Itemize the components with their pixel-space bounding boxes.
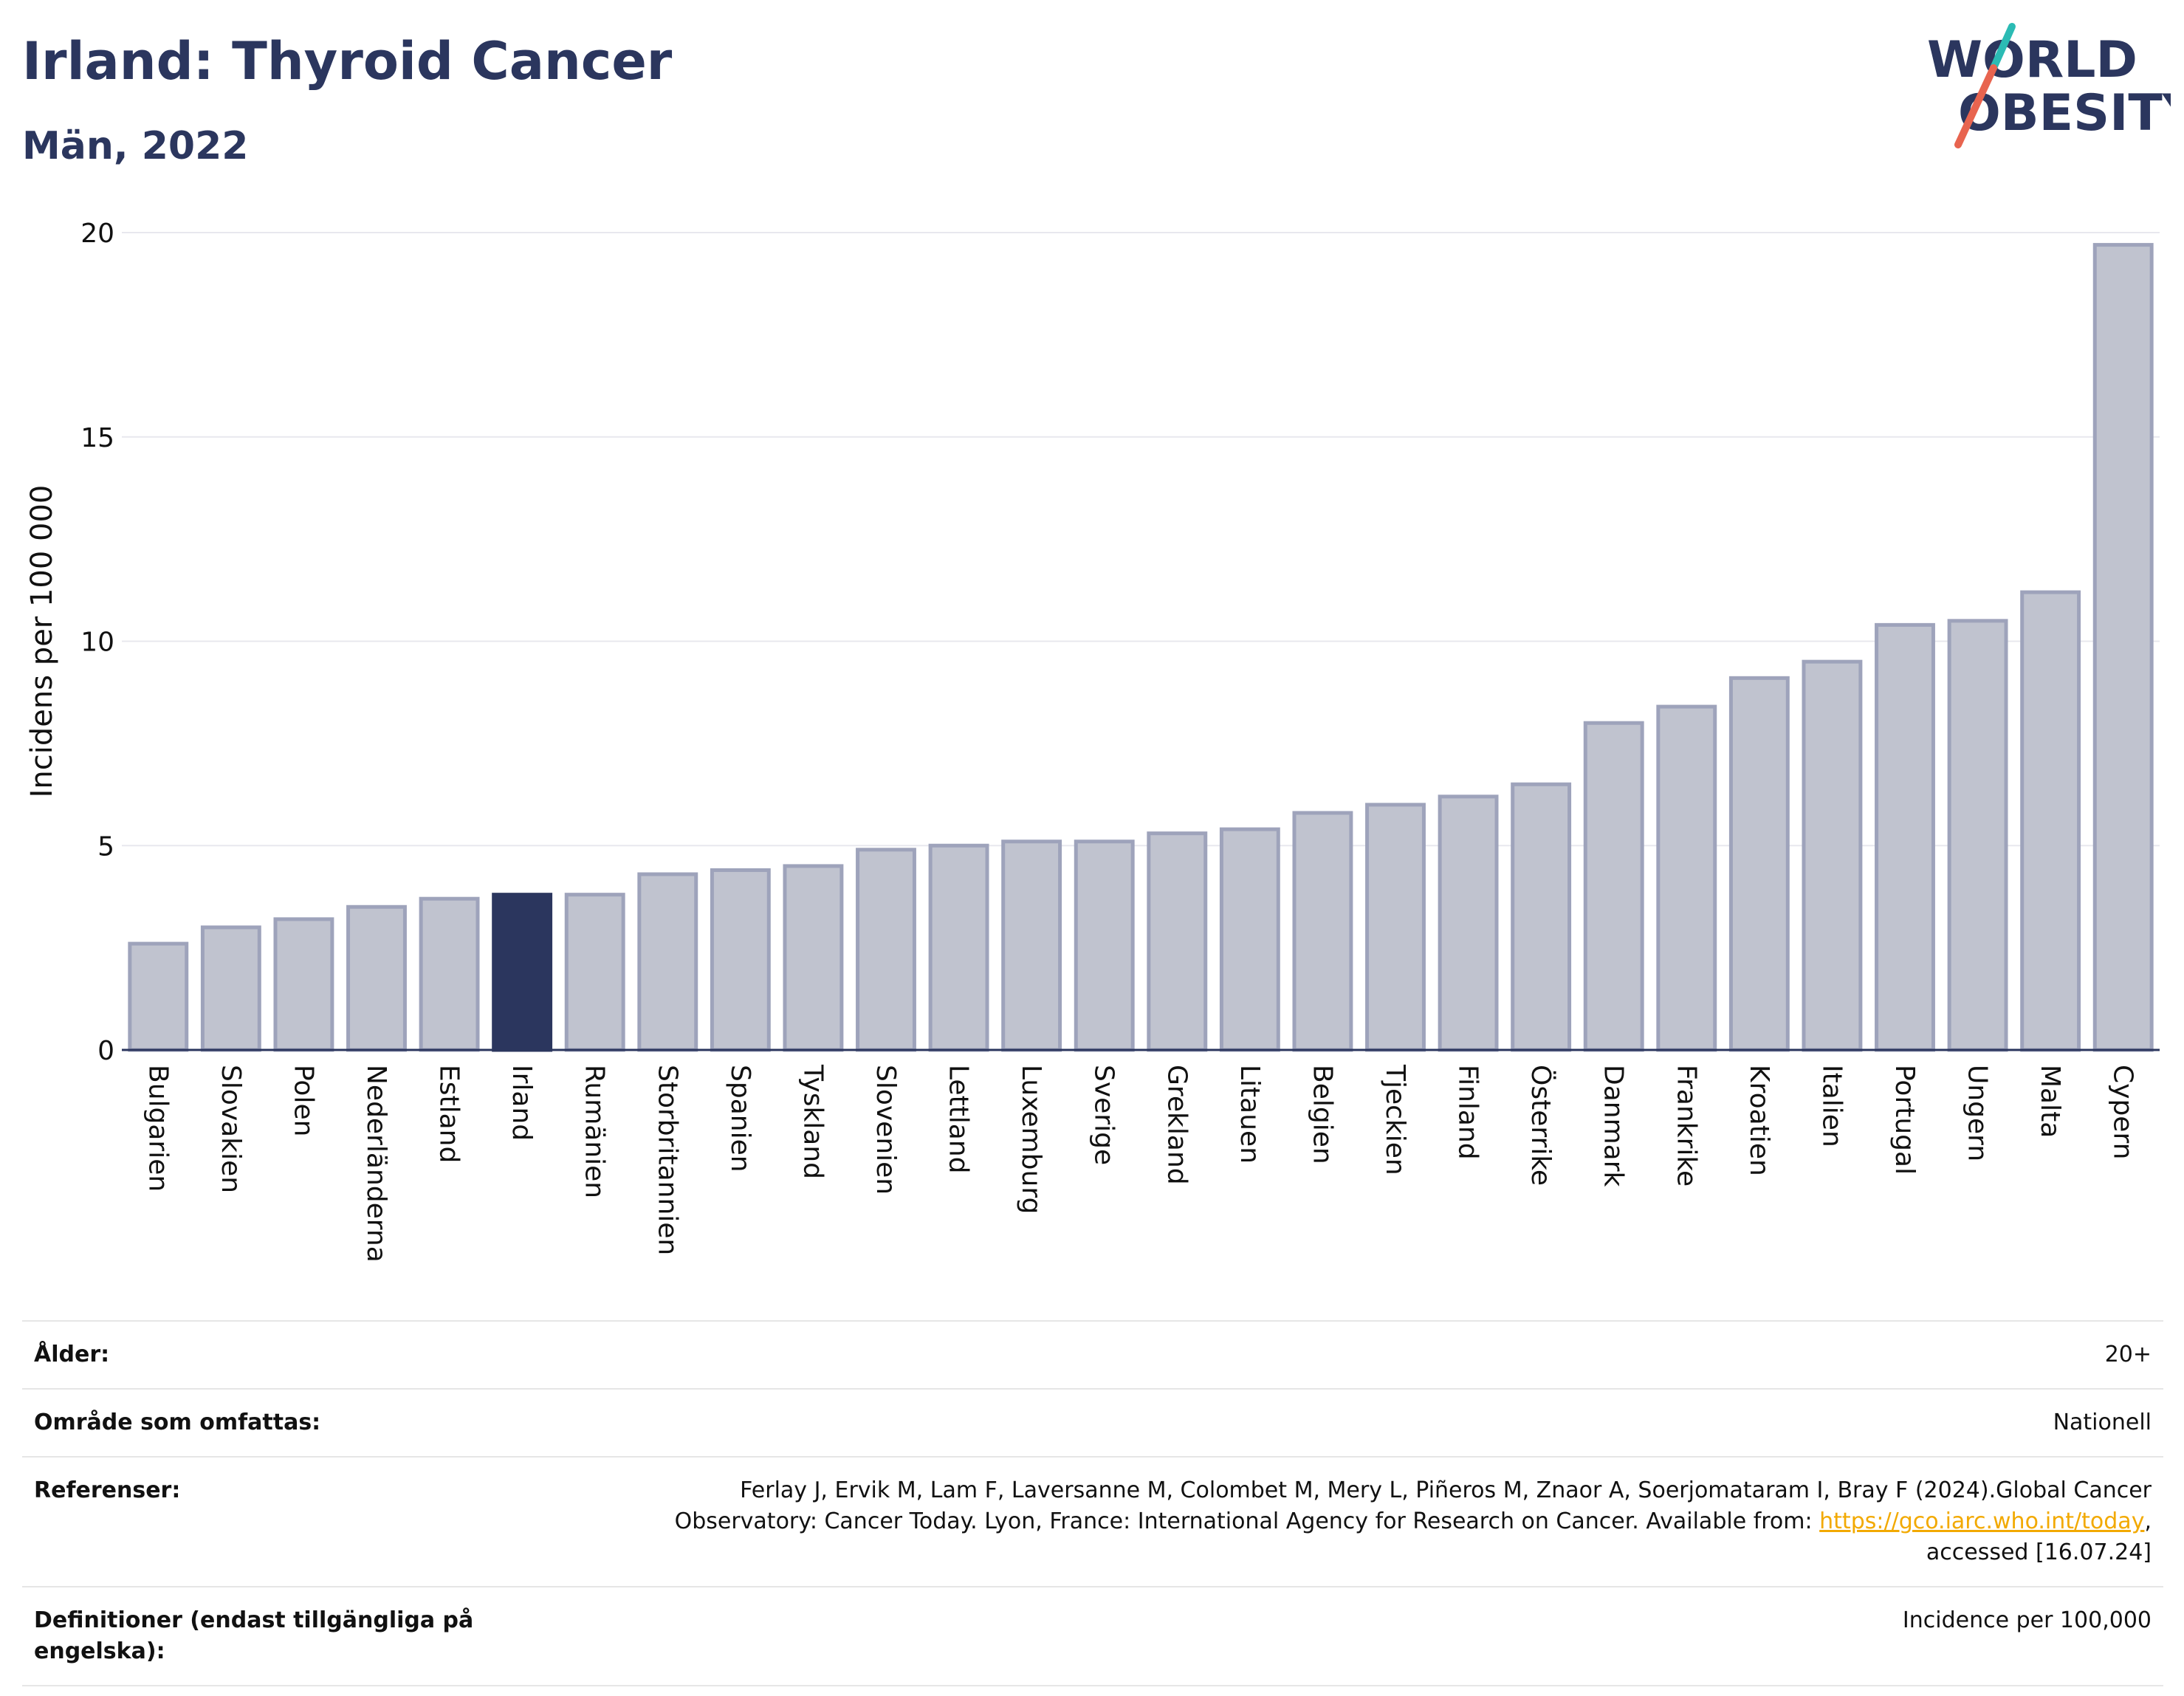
definitions-value: Incidence per 100,000 bbox=[1902, 1607, 2152, 1633]
bar-rumänien bbox=[564, 893, 625, 1052]
logo-text-obesity: OBESITY bbox=[1958, 84, 2171, 143]
definitions-label: Definitioner (endast tillgängliga på eng… bbox=[34, 1607, 474, 1664]
area-value: Nationell bbox=[2053, 1410, 2152, 1435]
bar-finland bbox=[1438, 794, 1499, 1052]
x-tick-label: Slovenien bbox=[870, 1065, 901, 1195]
x-tick-label: Frankrike bbox=[1671, 1065, 1701, 1187]
x-tick-label: Slovakien bbox=[216, 1065, 246, 1193]
y-axis-title: Incidens per 100 000 bbox=[25, 485, 59, 798]
y-tick-label: 20 bbox=[80, 219, 114, 249]
age-label: Ålder: bbox=[34, 1342, 110, 1367]
references-text-line3: accessed [16.07.24] bbox=[1926, 1539, 2152, 1565]
bar-lettland bbox=[928, 843, 989, 1052]
references-text-line2: Observatory: Cancer Today. Lyon, France:… bbox=[674, 1508, 1813, 1534]
references-link[interactable]: https://gco.iarc.who.int/today bbox=[1819, 1508, 2145, 1534]
y-tick-labels: 0 5 10 15 20 bbox=[80, 219, 114, 1066]
bar-grekland bbox=[1147, 831, 1208, 1052]
y-tick-label: 10 bbox=[80, 628, 114, 658]
x-tick-label: Storbritannien bbox=[652, 1065, 682, 1255]
bar-storbritannien bbox=[637, 872, 698, 1052]
x-tick-label: Kroatien bbox=[1744, 1065, 1774, 1176]
chart-subtitle: Män, 2022 bbox=[22, 124, 249, 168]
references-text-line1: Ferlay J, Ervik M, Lam F, Laversanne M, … bbox=[740, 1477, 2152, 1503]
bar-danmark bbox=[1583, 721, 1644, 1052]
bars bbox=[128, 243, 2154, 1052]
bar-slovenien bbox=[856, 848, 916, 1052]
info-row-definitions: Definitioner (endast tillgängliga på eng… bbox=[22, 1586, 2163, 1686]
x-tick-label: Italien bbox=[1816, 1065, 1847, 1147]
info-row-age: Ålder: 20+ bbox=[22, 1320, 2163, 1388]
bar-italien bbox=[1802, 659, 1863, 1052]
bar-irland bbox=[492, 893, 553, 1052]
info-row-area: Område som omfattas: Nationell bbox=[22, 1388, 2163, 1456]
bar-frankrike bbox=[1656, 704, 1717, 1052]
age-value: 20+ bbox=[2104, 1342, 2152, 1367]
bar-cypern bbox=[2092, 243, 2154, 1052]
bar-slovakien bbox=[200, 925, 261, 1052]
bar-belgien bbox=[1292, 811, 1353, 1052]
references-value: Ferlay J, Ervik M, Lam F, Laversanne M, … bbox=[674, 1477, 2152, 1565]
x-tick-label: Portugal bbox=[1889, 1065, 1920, 1175]
bar-luxemburg bbox=[1001, 840, 1062, 1052]
logo-slash-red bbox=[1954, 64, 1997, 148]
logo-text-world: WORLD bbox=[1927, 31, 2137, 89]
x-tick-label: Estland bbox=[434, 1065, 464, 1163]
x-tick-label: Bulgarien bbox=[142, 1065, 173, 1192]
world-obesity-logo: WORLD OBESITY bbox=[1927, 23, 2171, 148]
bar-nederländerna bbox=[346, 904, 407, 1052]
bar-portugal bbox=[1875, 622, 1935, 1052]
bar-litauen bbox=[1219, 827, 1280, 1052]
y-tick-label: 5 bbox=[97, 831, 114, 862]
y-tick-label: 0 bbox=[97, 1036, 114, 1066]
references-label: Referenser: bbox=[34, 1477, 181, 1503]
chart-title: Irland: Thyroid Cancer bbox=[22, 31, 673, 92]
x-tick-label: Tjeckien bbox=[1380, 1064, 1410, 1175]
x-tick-label: Tyskland bbox=[797, 1064, 828, 1179]
x-tick-label: Luxemburg bbox=[1016, 1065, 1046, 1214]
bar-malta bbox=[2020, 590, 2081, 1052]
x-tick-label: Grekland bbox=[1161, 1065, 1192, 1185]
x-tick-labels: Bulgarien Slovakien Polen Nederländerna Estl… bbox=[142, 1064, 2137, 1263]
x-tick-label: Danmark bbox=[1598, 1065, 1629, 1187]
logo-slash-teal bbox=[1990, 23, 2016, 72]
bar-tjeckien bbox=[1365, 803, 1426, 1052]
bar-chart: 0 5 10 15 20 Bulgarien Slovakien Polen Nederlän… bbox=[25, 219, 2160, 1263]
x-tick-label: Malta bbox=[2035, 1065, 2065, 1138]
bar-tyskland bbox=[783, 864, 844, 1052]
bar-polen bbox=[273, 917, 334, 1052]
x-tick-label: Nederländerna bbox=[361, 1065, 391, 1263]
x-tick-label: Ungern bbox=[1962, 1065, 1993, 1161]
bar-kroatien bbox=[1728, 676, 1790, 1052]
x-tick-label: Litauen bbox=[1234, 1065, 1265, 1164]
x-tick-label: Irland bbox=[506, 1065, 537, 1141]
x-tick-label: Rumänien bbox=[580, 1065, 610, 1198]
bar-ungern bbox=[1947, 619, 2008, 1052]
x-tick-label: Spanien bbox=[725, 1065, 755, 1173]
bar-bulgarien bbox=[128, 941, 189, 1052]
info-row-references: Referenser: Ferlay J, Ervik M, Lam F, La… bbox=[22, 1456, 2163, 1586]
x-tick-label: Österrike bbox=[1525, 1065, 1556, 1186]
x-tick-label: Belgien bbox=[1307, 1065, 1337, 1164]
x-tick-label: Finland bbox=[1453, 1065, 1483, 1160]
x-tick-label: Sverige bbox=[1089, 1065, 1119, 1165]
y-tick-label: 15 bbox=[80, 423, 114, 453]
x-tick-label: Lettland bbox=[944, 1065, 974, 1174]
area-label: Område som omfattas: bbox=[34, 1410, 321, 1435]
x-tick-label: Cypern bbox=[2108, 1065, 2138, 1159]
x-tick-label: Polen bbox=[288, 1065, 318, 1136]
bar-österrike bbox=[1511, 782, 1572, 1052]
info-table: Ålder: 20+ Område som omfattas: Nationel… bbox=[22, 1320, 2163, 1686]
bar-estland bbox=[419, 896, 480, 1052]
grid-lines bbox=[122, 232, 2160, 847]
bar-sverige bbox=[1074, 840, 1135, 1052]
bar-spanien bbox=[710, 868, 771, 1052]
